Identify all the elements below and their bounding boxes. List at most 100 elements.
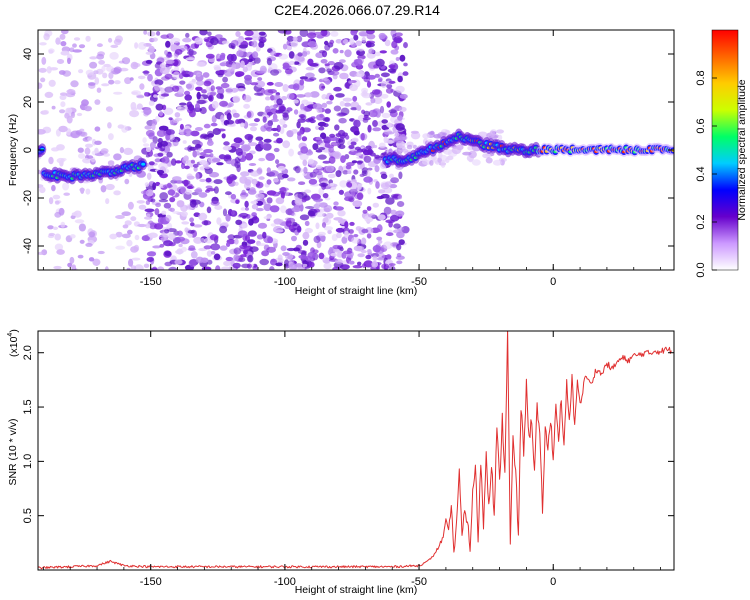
noise-speck: [398, 171, 403, 180]
noise-speck: [321, 222, 327, 228]
noise-speck: [174, 112, 181, 118]
spectrogram-x-label: Height of straight line (km): [295, 285, 418, 297]
noise-speck: [359, 173, 365, 177]
noise-speck: [421, 159, 432, 165]
noise-speck: [146, 213, 151, 218]
noise-speck: [330, 70, 340, 76]
snr-x-axis: -150 -100 -50 0: [42, 331, 661, 588]
snr-x-tick-label: -50: [411, 576, 427, 588]
noise-speck: [124, 77, 132, 85]
noise-speck: [239, 176, 248, 184]
noise-speck: [370, 253, 380, 258]
noise-speck: [385, 232, 394, 237]
noise-speck: [240, 207, 246, 211]
noise-speck: [290, 39, 299, 48]
noise-speck: [388, 64, 396, 69]
noise-speck: [286, 177, 296, 182]
noise-speck: [300, 103, 305, 111]
noise-speck: [177, 105, 182, 110]
noise-speck: [296, 35, 303, 43]
noise-speck: [130, 107, 138, 111]
noise-speck: [323, 205, 333, 213]
noise-speck: [48, 232, 56, 236]
noise-speck: [217, 73, 224, 78]
noise-speck: [482, 153, 491, 159]
noise-speck: [375, 58, 385, 67]
noise-speck: [179, 102, 187, 106]
noise-speck: [378, 252, 386, 260]
noise-speck: [144, 182, 150, 188]
noise-speck: [146, 251, 157, 257]
colorbar-tick-label: 0.8: [695, 70, 707, 85]
noise-speck: [140, 190, 149, 195]
noise-speck: [315, 136, 323, 141]
noise-speck: [115, 245, 126, 250]
noise-speck: [172, 71, 181, 80]
noise-speck: [232, 262, 241, 269]
noise-speck: [292, 83, 300, 91]
noise-speck: [254, 92, 264, 96]
noise-speck: [194, 37, 203, 45]
noise-speck: [94, 126, 101, 132]
noise-speck: [236, 50, 244, 57]
noise-speck: [210, 91, 217, 96]
noise-speck: [143, 143, 150, 147]
noise-speck: [361, 92, 372, 99]
noise-speck: [256, 234, 264, 240]
noise-speck: [292, 36, 298, 42]
noise-speck: [195, 127, 203, 131]
noise-speck: [282, 113, 290, 121]
noise-speck: [206, 130, 214, 139]
noise-speck: [360, 132, 365, 141]
noise-speck: [365, 102, 373, 106]
noise-speck: [222, 76, 229, 83]
noise-speck: [74, 219, 85, 224]
noise-speck: [257, 77, 263, 81]
noise-speck: [380, 72, 390, 78]
noise-speck: [130, 61, 139, 70]
noise-speck: [282, 43, 288, 50]
noise-speck: [308, 178, 318, 185]
noise-speck: [341, 252, 347, 259]
noise-speck: [246, 263, 252, 269]
noise-speck: [245, 207, 249, 211]
noise-speck: [398, 106, 407, 112]
noise-speck: [324, 63, 330, 67]
noise-speck: [250, 82, 259, 86]
noise-speck: [51, 184, 56, 192]
noise-speck: [350, 188, 356, 197]
snr-x-label: Height of straight line (km): [295, 584, 418, 596]
noise-speck: [372, 202, 379, 208]
noise-speck: [62, 70, 72, 77]
noise-speck: [159, 148, 165, 152]
noise-speck: [219, 62, 227, 67]
noise-speck: [172, 85, 180, 92]
noise-speck: [313, 235, 321, 243]
noise-speck: [280, 245, 287, 252]
noise-speck: [149, 141, 156, 149]
noise-speck: [189, 217, 195, 223]
noise-speck: [289, 60, 295, 66]
noise-speck: [143, 263, 150, 268]
noise-speck: [374, 73, 380, 78]
noise-speck: [240, 60, 245, 69]
noise-speck: [324, 40, 329, 46]
noise-speck: [293, 247, 301, 252]
noise-speck: [175, 236, 186, 242]
noise-speck: [298, 181, 306, 185]
noise-speck: [456, 144, 464, 151]
noise-speck: [158, 125, 169, 132]
noise-speck: [312, 103, 323, 110]
noise-speck: [320, 132, 327, 140]
noise-speck: [142, 70, 150, 74]
noise-speck: [258, 41, 265, 48]
noise-speck: [357, 261, 362, 266]
noise-speck: [277, 254, 283, 261]
noise-speck: [78, 69, 84, 74]
noise-speck: [226, 53, 234, 62]
noise-speck: [148, 232, 158, 239]
noise-speck: [390, 49, 399, 55]
noise-speck: [252, 51, 259, 59]
noise-speck: [273, 218, 282, 225]
noise-speck: [279, 186, 287, 195]
